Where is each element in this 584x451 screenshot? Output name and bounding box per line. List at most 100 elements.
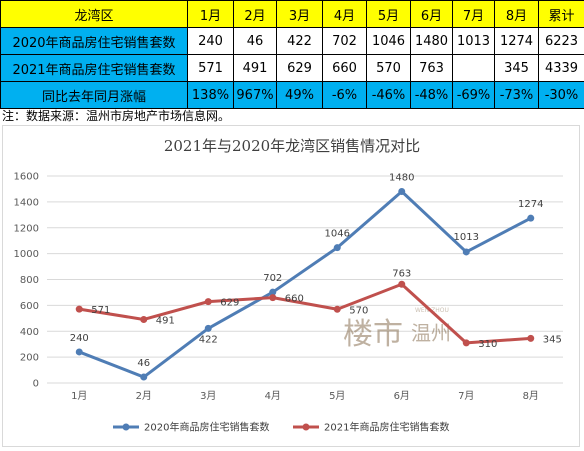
table-header-row: 龙湾区 1月 2月 3月 4月 5月 6月 7月 8月 累计 [0,0,584,28]
sales-table: 龙湾区 1月 2月 3月 4月 5月 6月 7月 8月 累计 2020年商品房住… [0,0,584,109]
data-point [462,339,470,347]
data-point [204,324,212,332]
data-point [527,214,535,222]
table-cell: 763 [410,54,453,82]
month-header: 4月 [322,0,367,28]
table-cell: 629 [276,54,323,82]
table-cell: 345 [494,54,539,82]
data-point [527,334,535,342]
table-cell-total: -30% [538,81,584,109]
data-label: 240 [70,333,89,344]
series-line-2021 [79,282,531,345]
line-chart: 2021年与2020年龙湾区销售情况对比 0 200 400 600 800 1000 120… [14,137,563,434]
table-cell: 1046 [366,27,411,55]
x-tick-label: 4月 [265,390,281,402]
month-header: 6月 [410,0,453,28]
table-cell: 422 [276,27,323,55]
table-cell-total: 6223 [538,27,584,55]
series-line-2020 [78,190,532,379]
table-cell: 702 [322,27,367,55]
data-label: 46 [137,358,150,369]
table-cell: 240 [187,27,234,55]
data-label: 1046 [325,229,350,240]
data-label: 763 [392,268,411,279]
watermark-logo: 楼市 [343,317,403,352]
data-point [140,315,148,323]
table-cell: 571 [187,54,234,82]
table-cell: -73% [494,81,539,109]
data-label: 1480 [389,173,414,184]
x-tick-label: 1月 [71,390,87,402]
data-point [333,244,341,252]
chart-title: 2021年与2020年龙湾区销售情况对比 [164,137,420,155]
row-label: 2020年商品房住宅销售套数 [0,27,188,55]
data-label: 345 [543,334,562,345]
data-label: 1013 [454,232,479,243]
month-header: 2月 [233,0,277,28]
table-row-2020: 2020年商品房住宅销售套数 240 46 422 702 1046 1480 … [0,27,584,55]
table-cell: 1274 [494,27,539,55]
y-tick-label: 200 [20,353,39,364]
data-point [75,305,83,313]
data-label: 310 [478,339,497,350]
data-label: 570 [349,305,368,316]
data-label: 422 [199,334,218,345]
month-header: 3月 [276,0,323,28]
x-tick-label: 3月 [200,390,216,402]
data-source-note: 注：数据来源：温州市房地产市场信息网。 [2,109,231,123]
y-tick-label: 600 [20,301,39,312]
data-point [269,288,277,296]
data-point [462,248,470,256]
y-tick-label: 1200 [14,223,39,234]
data-point [269,294,277,302]
table-cell: 1013 [452,27,495,55]
x-tick-label: 2月 [136,390,152,402]
data-point [398,188,406,196]
data-point [398,280,406,288]
y-tick-label: 1400 [14,197,39,208]
data-point [204,298,212,306]
table-cell: 138% [187,81,234,109]
y-tick-label: 400 [20,327,39,338]
table-cell: 46 [233,27,277,55]
total-header: 累计 [538,0,584,28]
data-label: 629 [220,298,239,309]
data-label: 660 [285,294,304,305]
table-row-2021: 2021年商品房住宅销售套数 571 491 629 660 570 763 3… [0,54,584,82]
x-tick-label: 8月 [523,390,539,402]
x-tick-label: 6月 [394,390,410,402]
table-cell: -6% [322,81,367,109]
legend-entry: 2021年商品房住宅销售套数 [324,421,449,434]
table-row-yoy: 同比去年同月涨幅 138% 967% 49% -6% -46% -48% -69… [0,81,584,109]
row-label: 同比去年同月涨幅 [0,81,188,109]
table-cell: -69% [452,81,495,109]
y-tick-label: 0 [33,379,39,390]
table-cell [452,54,495,82]
row-label: 2021年商品房住宅销售套数 [0,54,188,82]
legend-entry: 2020年商品房住宅销售套数 [144,421,269,434]
table-cell: 967% [233,81,277,109]
chart-container: 2021年与2020年龙湾区销售情况对比 0 200 400 600 800 1000 120… [2,125,580,447]
month-header: 5月 [366,0,411,28]
data-label: 491 [156,315,175,326]
data-label: 571 [91,305,110,316]
table-cell: 570 [366,54,411,82]
month-header: 1月 [187,0,234,28]
data-point [333,305,341,313]
data-point [140,373,148,381]
y-tick-label: 1000 [14,249,39,260]
data-label: 702 [263,273,282,284]
y-tick-label: 1600 [14,172,39,183]
x-tick-label: 5月 [329,390,345,402]
data-label: 1274 [518,199,543,210]
table-header-label: 龙湾区 [0,0,188,28]
month-header: 7月 [452,0,495,28]
table-cell: 1480 [410,27,453,55]
table-cell: -46% [366,81,411,109]
table-cell: 491 [233,54,277,82]
legend-swatch-marker [302,423,310,431]
x-tick-label: 7月 [458,390,474,402]
legend-swatch-marker [122,423,130,431]
table-cell: -48% [410,81,453,109]
